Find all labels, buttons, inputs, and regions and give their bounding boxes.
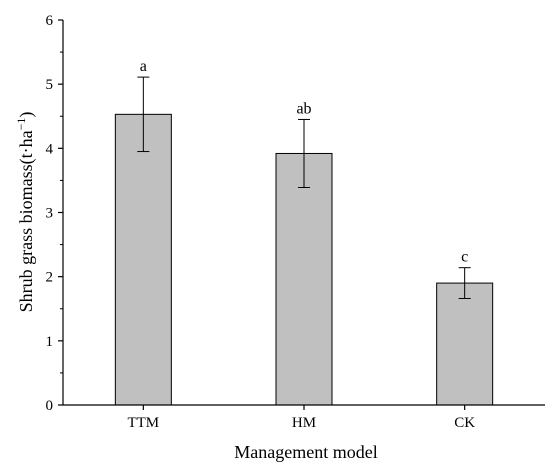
bar-ck (436, 282, 494, 406)
x-axis-title: Management model (234, 442, 377, 462)
x-tick-label-ck: CK (454, 415, 475, 431)
bar-hm (275, 152, 333, 406)
x-ticks-layer: TTM HM CK (127, 405, 475, 431)
y-tick-label-5: 5 (46, 77, 54, 93)
y-tick-label-4: 4 (46, 141, 54, 157)
x-tick-label-ttm: TTM (127, 415, 159, 431)
y-tick-label-6: 6 (46, 13, 54, 29)
y-axis-title-close: ) (16, 112, 37, 118)
y-ticks-layer: 0 1 2 3 4 5 6 (46, 13, 63, 414)
y-axis-title-superscript: −1 (14, 118, 28, 131)
bars-layer: a ab c (114, 58, 494, 406)
y-tick-label-1: 1 (46, 334, 54, 350)
significance-label-ck: c (461, 249, 468, 266)
y-axis-title-main: Shrub grass biomass(t·ha (16, 130, 37, 312)
y-axis-title: Shrub grass biomass(t·ha−1) (14, 112, 37, 313)
y-tick-label-3: 3 (46, 206, 54, 222)
y-tick-label-2: 2 (46, 270, 54, 286)
bar-ttm (114, 113, 172, 406)
significance-label-ttm: a (140, 58, 147, 75)
significance-label-hm: ab (296, 100, 311, 117)
x-tick-label-hm: HM (292, 415, 316, 431)
y-tick-label-0: 0 (46, 398, 54, 414)
